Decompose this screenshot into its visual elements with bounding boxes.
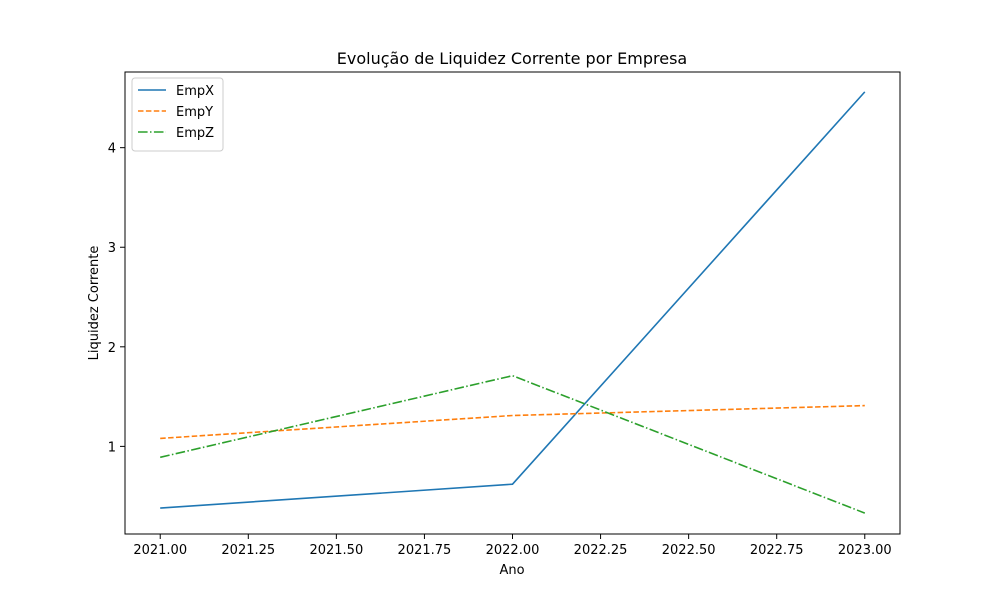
- series-line-empz: [160, 374, 866, 514]
- x-tick-label: 2022.25: [574, 543, 628, 558]
- x-tick-label: 2023.00: [838, 543, 892, 558]
- x-tick-label: 2021.50: [309, 543, 363, 558]
- x-tick-label: 2022.00: [486, 543, 540, 558]
- y-tick-label: 2: [108, 341, 116, 356]
- x-tick-label: 2021.00: [133, 543, 187, 558]
- x-tick-label: 2022.75: [750, 543, 804, 558]
- series-line-empy: [160, 404, 865, 440]
- x-tick-label: 2021.75: [398, 543, 452, 558]
- y-axis: 1 2 3 4: [108, 142, 125, 455]
- legend-label: EmpZ: [176, 126, 214, 141]
- x-axis: 2021.00 2021.25 2021.50 2021.75 2022.00 2022.…: [133, 534, 892, 558]
- y-tick-label: 3: [108, 241, 116, 256]
- legend-label: EmpY: [176, 105, 213, 120]
- x-tick-label: 2021.25: [221, 543, 275, 558]
- plot-lines: [160, 91, 866, 514]
- series-line-empx: [160, 91, 866, 509]
- y-tick-label: 1: [108, 440, 116, 455]
- legend: EmpX EmpY EmpZ: [131, 77, 224, 152]
- y-tick-label: 4: [108, 142, 116, 157]
- x-axis-label: Ano: [499, 563, 524, 578]
- chart-title: Evolução de Liquidez Corrente por Empres…: [337, 49, 687, 68]
- legend-label: EmpX: [176, 84, 214, 99]
- x-tick-label: 2022.50: [662, 543, 716, 558]
- y-axis-label: Liquidez Corrente: [87, 246, 102, 361]
